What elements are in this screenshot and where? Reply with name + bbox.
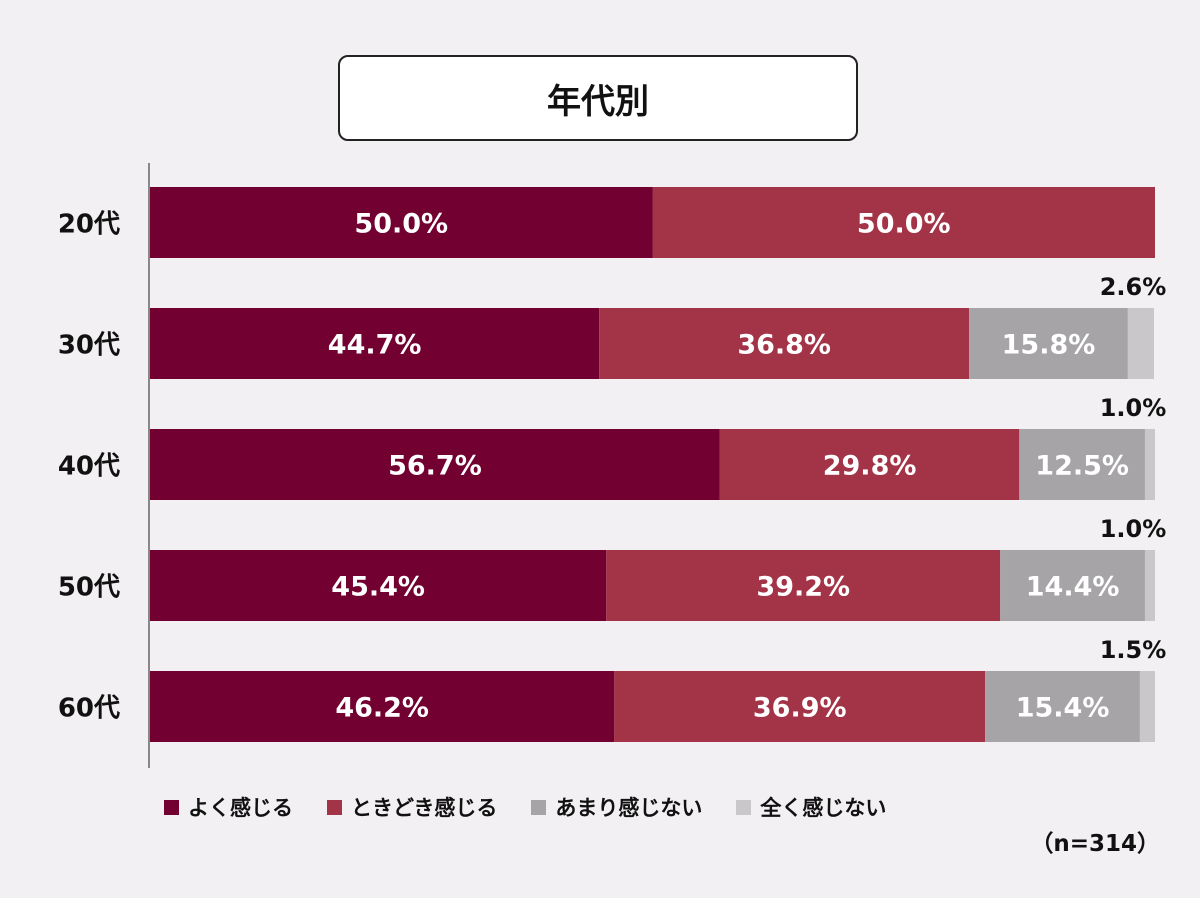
bar-segment [599,308,970,379]
bar-segment [719,429,1020,500]
legend-item-often: よく感じる [164,792,293,822]
legend-label-rarely: あまり感じない [555,796,703,820]
chart-title-box: 年代別 [338,55,858,141]
data-label: 50.0% [857,209,951,240]
bar-segment [969,308,1128,379]
legend: よく感じる ときどき感じる あまり感じない 全く感じない [164,792,920,822]
bar-segment [150,550,607,621]
bar-segment [1139,671,1155,742]
legend-label-sometimes: ときどき感じる [351,796,498,820]
data-label: 14.4% [1026,572,1120,603]
bar-segment [1000,550,1145,621]
legend-swatch-rarely [531,799,547,815]
bar-segment [150,429,720,500]
data-label: 44.7% [328,330,422,361]
legend-label-never: 全く感じない [760,796,887,820]
bar-segment [1144,550,1155,621]
legend-swatch-sometimes [327,799,342,815]
category-label: 50代 [58,573,120,603]
data-label: 39.2% [756,572,850,603]
category-label: 30代 [58,331,120,361]
bar-segment [1144,429,1155,500]
data-label: 15.4% [1016,693,1110,724]
category-label: 60代 [58,694,120,724]
legend-item-sometimes: ときどき感じる [327,792,497,822]
data-label: 45.4% [331,572,425,603]
legend-swatch-never [736,799,752,815]
legend-item-rarely: あまり感じない [531,792,702,822]
category-label: 40代 [58,452,120,482]
legend-label-often: よく感じる [188,796,293,820]
legend-swatch-often [164,799,179,815]
bar-segment [150,187,653,258]
legend-item-never: 全く感じない [736,792,886,822]
bar-segment [150,671,615,742]
bar-segment [606,550,1001,621]
data-label: 29.8% [823,451,917,482]
sample-size-note: （n=314） [1030,831,1160,857]
data-label: 15.8% [1002,330,1096,361]
bar-segment [1019,429,1145,500]
bar-segment [652,187,1155,258]
data-label: 50.0% [354,209,448,240]
data-label: 36.9% [753,693,847,724]
chart-title: 年代別 [547,81,649,122]
bar-segment [1127,308,1154,379]
data-label: 12.5% [1035,451,1129,482]
data-label: 36.8% [737,330,831,361]
category-label: 20代 [58,210,120,240]
data-label: 56.7% [388,451,482,482]
data-label: 46.2% [335,693,429,724]
data-label: 1.5% [1100,636,1167,664]
data-label: 2.6% [1100,273,1167,301]
bar-segment [614,671,986,742]
bar-segment [150,308,600,379]
bar-segment [985,671,1140,742]
data-label: 1.0% [1100,394,1167,422]
data-label: 1.0% [1100,515,1167,543]
